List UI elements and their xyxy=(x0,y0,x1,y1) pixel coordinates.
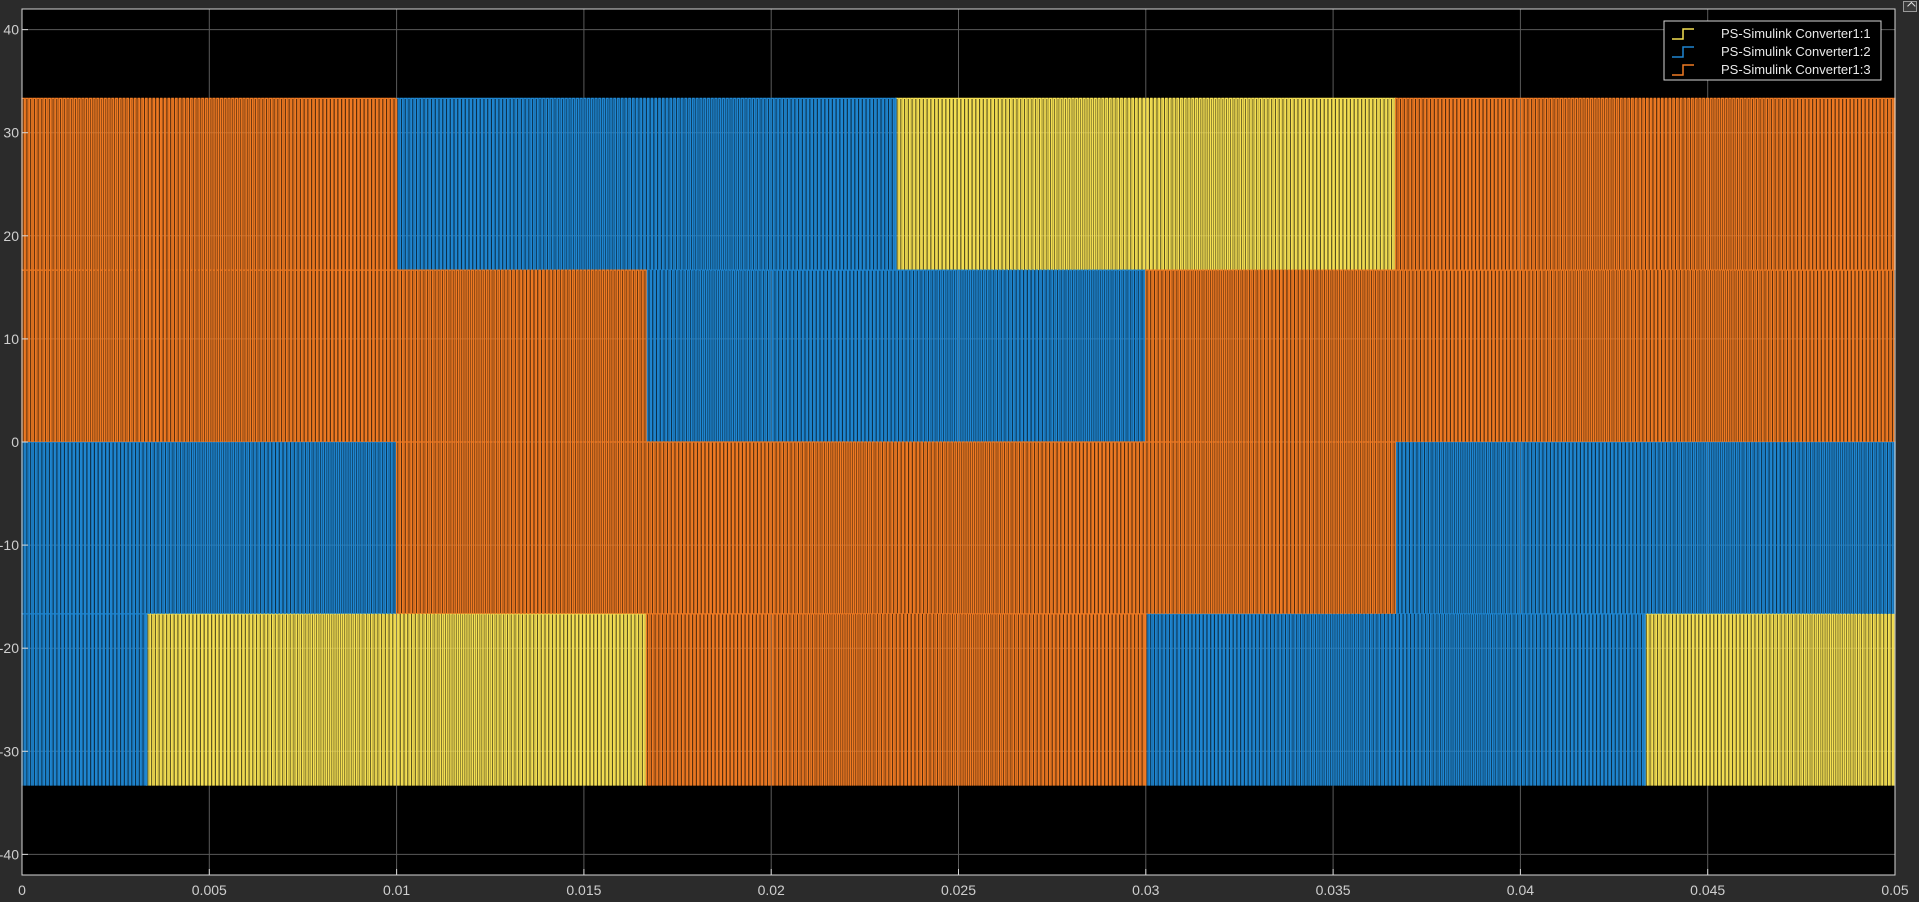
x-tick-label: 0 xyxy=(18,882,26,898)
legend-label-1: PS-Simulink Converter1:1 xyxy=(1721,26,1871,41)
series-3-segment-waveform xyxy=(21,269,647,442)
legend-swatch-2 xyxy=(1672,46,1694,58)
series-3-trace xyxy=(21,97,1896,786)
series-1-trace xyxy=(146,97,1895,786)
series-2-segment-waveform xyxy=(1395,441,1896,614)
series-traces xyxy=(21,97,1896,786)
series-1-segment-waveform xyxy=(895,97,1397,271)
series-2-segment-waveform xyxy=(395,97,897,271)
y-tick-label: 40 xyxy=(3,22,19,38)
x-tick-label: 0.005 xyxy=(192,882,227,898)
y-tick-label: -20 xyxy=(0,640,19,656)
series-2-segment-waveform xyxy=(21,613,148,786)
y-tick-label: -40 xyxy=(0,846,19,862)
series-2-segment-waveform xyxy=(645,269,1147,442)
expand-button[interactable] xyxy=(1903,1,1917,12)
y-tick-label: 10 xyxy=(3,331,19,347)
y-tick-label: 0 xyxy=(11,434,19,450)
x-tick-label: 0.04 xyxy=(1507,882,1534,898)
legend[interactable]: PS-Simulink Converter1:1 PS-Simulink Conv… xyxy=(1663,20,1882,81)
legend-label-2: PS-Simulink Converter1:2 xyxy=(1721,44,1871,59)
x-tick-label: 0.02 xyxy=(758,882,785,898)
x-tick-label: 0.025 xyxy=(941,882,976,898)
x-tick-label: 0.045 xyxy=(1690,882,1725,898)
legend-swatch-1 xyxy=(1672,28,1694,40)
series-3-segment-waveform xyxy=(1395,97,1896,271)
x-tick-label: 0.05 xyxy=(1881,882,1908,898)
legend-box xyxy=(1663,20,1882,81)
y-tick-label: -10 xyxy=(0,537,19,553)
legend-label-3: PS-Simulink Converter1:3 xyxy=(1721,62,1871,77)
x-tick-label: 0.035 xyxy=(1316,882,1351,898)
series-3-segment-waveform xyxy=(395,441,1396,614)
y-tick-label: 30 xyxy=(3,125,19,141)
y-tick-label: -30 xyxy=(0,743,19,759)
y-tick-label: 20 xyxy=(3,228,19,244)
series-2-segment-waveform xyxy=(21,441,398,614)
series-3-segment-waveform xyxy=(645,613,1147,786)
x-tick-label: 0.01 xyxy=(383,882,410,898)
series-3-segment-waveform xyxy=(21,97,398,271)
x-tick-label: 0.03 xyxy=(1132,882,1159,898)
axes: 0 0.005 0.01 0.015 0.02 0.025 0.03 0.035 0.04 0.0… xyxy=(0,22,1909,898)
series-2-trace xyxy=(21,97,1896,786)
legend-swatch-3 xyxy=(1672,64,1694,76)
x-tick-label: 0.015 xyxy=(566,882,601,898)
